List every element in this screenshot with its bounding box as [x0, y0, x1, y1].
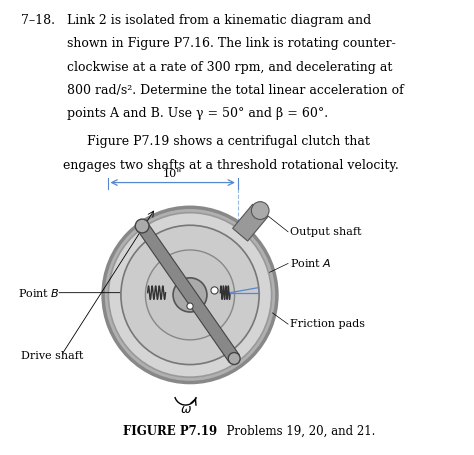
Polygon shape	[233, 204, 268, 241]
Text: 10°: 10°	[237, 303, 255, 312]
Text: Output shaft: Output shaft	[290, 227, 362, 237]
Circle shape	[228, 353, 240, 364]
Circle shape	[251, 202, 269, 219]
Text: $\omega$: $\omega$	[180, 403, 191, 416]
Text: Friction pads: Friction pads	[290, 319, 365, 329]
Circle shape	[211, 287, 218, 294]
Text: shown in Figure P7.16. The link is rotating counter-: shown in Figure P7.16. The link is rotat…	[67, 37, 396, 51]
Text: FIGURE P7.19: FIGURE P7.19	[123, 425, 217, 438]
Text: points A and B. Use γ = 50° and β = 60°.: points A and B. Use γ = 50° and β = 60°.	[67, 107, 328, 121]
Circle shape	[187, 303, 193, 309]
Circle shape	[109, 212, 272, 377]
Polygon shape	[137, 222, 239, 362]
Text: 800 rad/s². Determine the total linear acceleration of: 800 rad/s². Determine the total linear a…	[67, 84, 404, 97]
Text: 7–18.: 7–18.	[20, 14, 55, 27]
Text: 10": 10"	[163, 169, 182, 179]
Circle shape	[173, 278, 207, 312]
Circle shape	[135, 219, 149, 233]
Text: Problems 19, 20, and 21.: Problems 19, 20, and 21.	[219, 425, 375, 438]
Text: Figure P7.19 shows a centrifugal clutch that: Figure P7.19 shows a centrifugal clutch …	[88, 136, 370, 148]
Text: Drive shaft: Drive shaft	[20, 351, 83, 361]
Text: Link 2 is isolated from a kinematic diagram and: Link 2 is isolated from a kinematic diag…	[67, 14, 372, 27]
Text: Point $A$: Point $A$	[290, 258, 332, 269]
Text: Point $B$: Point $B$	[18, 287, 60, 298]
Circle shape	[121, 225, 259, 364]
Circle shape	[103, 207, 277, 383]
Circle shape	[146, 250, 235, 340]
Text: engages two shafts at a threshold rotational velocity.: engages two shafts at a threshold rotati…	[63, 159, 399, 172]
Text: clockwise at a rate of 300 rpm, and decelerating at: clockwise at a rate of 300 rpm, and dece…	[67, 61, 393, 74]
